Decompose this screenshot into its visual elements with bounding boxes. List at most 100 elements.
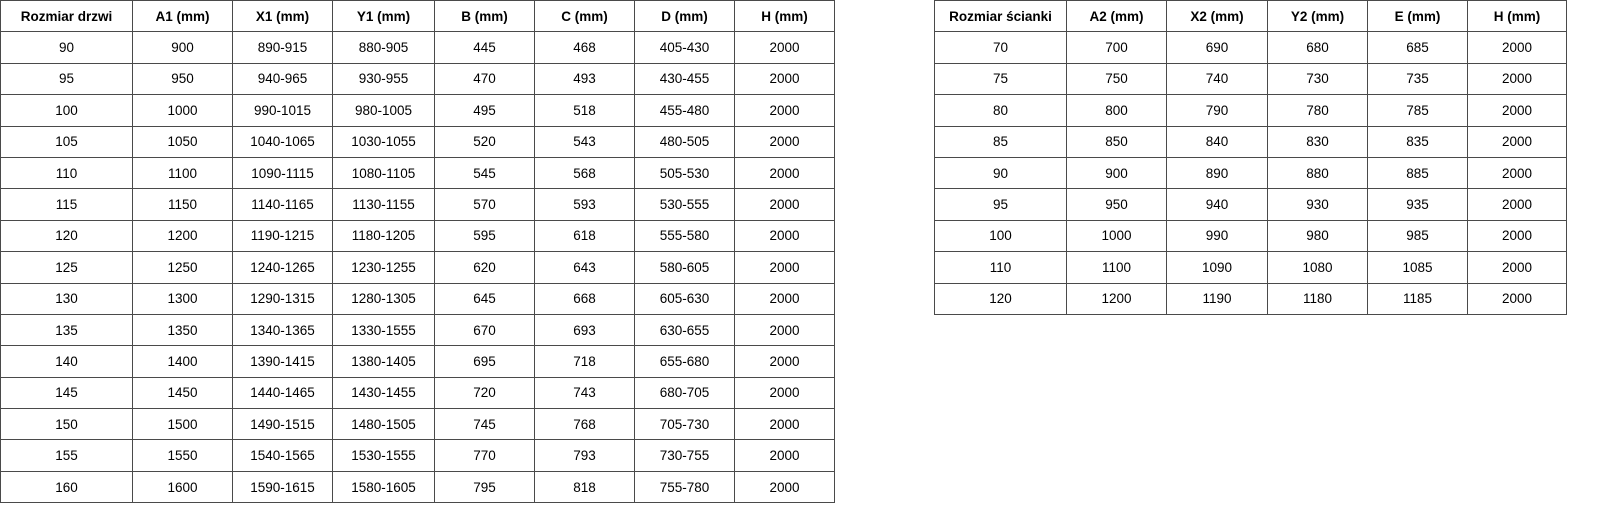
table-row: 70 700 690 680 685 2000 bbox=[934, 31, 1567, 64]
table-cell: 1130-1155 bbox=[332, 188, 435, 221]
column-header: X2 (mm) bbox=[1166, 0, 1268, 33]
table-cell: 1200 bbox=[132, 219, 233, 253]
table-cell: 850 bbox=[1066, 125, 1167, 158]
table-cell: 155 bbox=[0, 439, 133, 472]
table-cell: 470 bbox=[434, 62, 535, 96]
table-cell: 1590-1615 bbox=[232, 470, 333, 504]
table-cell: 1080 bbox=[1267, 251, 1368, 284]
table-cell: 1090-1115 bbox=[232, 156, 333, 190]
table-cell: 1350 bbox=[132, 313, 233, 347]
table-cell: 2000 bbox=[734, 439, 835, 472]
table-cell: 2000 bbox=[734, 31, 835, 64]
table-cell: 95 bbox=[934, 188, 1067, 221]
table-cell: 750 bbox=[1066, 62, 1167, 96]
door-dimensions-table: Rozmiar drzwi A1 (mm) X1 (mm) Y1 (mm) B (mm)… bbox=[0, 0, 835, 504]
table-cell: 555-580 bbox=[634, 219, 735, 253]
table-row: 105 1050 1040-1065 1030-1055 520 543 480-505 20… bbox=[0, 125, 835, 158]
table-cell: 618 bbox=[534, 219, 635, 253]
table-cell: 620 bbox=[434, 251, 535, 284]
table-cell: 900 bbox=[132, 31, 233, 64]
table-cell: 985 bbox=[1367, 219, 1468, 253]
table-row: 120 1200 1190-1215 1180-1205 595 618 555-580 20… bbox=[0, 219, 835, 253]
table-cell: 630-655 bbox=[634, 313, 735, 347]
table-row: 95 950 940-965 930-955 470 493 430-455 2000 bbox=[0, 62, 835, 96]
table-cell: 2000 bbox=[1467, 188, 1567, 221]
table-cell: 680-705 bbox=[634, 376, 735, 410]
table-row: 110 1100 1090 1080 1085 2000 bbox=[934, 251, 1567, 284]
table-cell: 2000 bbox=[1467, 62, 1567, 96]
table-cell: 685 bbox=[1367, 31, 1468, 64]
table-cell: 735 bbox=[1367, 62, 1468, 96]
table-cell: 795 bbox=[434, 470, 535, 504]
table-cell: 468 bbox=[534, 31, 635, 64]
table-cell: 1090 bbox=[1166, 251, 1268, 284]
column-header: E (mm) bbox=[1367, 0, 1468, 33]
table-cell: 768 bbox=[534, 408, 635, 441]
table-cell: 1100 bbox=[132, 156, 233, 190]
table-row: 160 1600 1590-1615 1580-1605 795 818 755-780 20… bbox=[0, 470, 835, 504]
table-header-row: Rozmiar ścianki A2 (mm) X2 (mm) Y2 (mm) E (m… bbox=[934, 0, 1567, 33]
table-cell: 695 bbox=[434, 345, 535, 378]
table-cell: 880-905 bbox=[332, 31, 435, 64]
table-cell: 160 bbox=[0, 470, 133, 504]
table-cell: 740 bbox=[1166, 62, 1268, 96]
table-cell: 543 bbox=[534, 125, 635, 158]
table-row: 90 900 890 880 885 2000 bbox=[934, 156, 1567, 190]
table-row: 100 1000 990 980 985 2000 bbox=[934, 219, 1567, 253]
table-cell: 1250 bbox=[132, 251, 233, 284]
table-cell: 840 bbox=[1166, 125, 1268, 158]
table-row: 120 1200 1190 1180 1185 2000 bbox=[934, 282, 1567, 315]
table-cell: 100 bbox=[934, 219, 1067, 253]
table-cell: 690 bbox=[1166, 31, 1268, 64]
table-cell: 705-730 bbox=[634, 408, 735, 441]
table-cell: 1430-1455 bbox=[332, 376, 435, 410]
table-cell: 2000 bbox=[1467, 31, 1567, 64]
table-cell: 1180-1205 bbox=[332, 219, 435, 253]
table-cell: 1490-1515 bbox=[232, 408, 333, 441]
table-cell: 1280-1305 bbox=[332, 282, 435, 315]
table-row: 100 1000 990-1015 980-1005 495 518 455-480 2000 bbox=[0, 94, 835, 127]
table-cell: 980 bbox=[1267, 219, 1368, 253]
table-cell: 455-480 bbox=[634, 94, 735, 127]
table-cell: 570 bbox=[434, 188, 535, 221]
column-header: Rozmiar ścianki bbox=[934, 0, 1067, 33]
table-cell: 2000 bbox=[734, 94, 835, 127]
table-row: 145 1450 1440-1465 1430-1455 720 743 680-705 20… bbox=[0, 376, 835, 410]
table-cell: 793 bbox=[534, 439, 635, 472]
table-cell: 1050 bbox=[132, 125, 233, 158]
table-cell: 1600 bbox=[132, 470, 233, 504]
table-cell: 430-455 bbox=[634, 62, 735, 96]
table-cell: 2000 bbox=[1467, 251, 1567, 284]
wall-dimensions-table: Rozmiar ścianki A2 (mm) X2 (mm) Y2 (mm) E (m… bbox=[934, 0, 1567, 315]
table-cell: 135 bbox=[0, 313, 133, 347]
column-header: A1 (mm) bbox=[132, 0, 233, 33]
column-header: H (mm) bbox=[1467, 0, 1567, 33]
table-row: 85 850 840 830 835 2000 bbox=[934, 125, 1567, 158]
table-cell: 530-555 bbox=[634, 188, 735, 221]
table-cell: 110 bbox=[0, 156, 133, 190]
table-cell: 680 bbox=[1267, 31, 1368, 64]
table-cell: 1480-1505 bbox=[332, 408, 435, 441]
table-cell: 670 bbox=[434, 313, 535, 347]
table-cell: 593 bbox=[534, 188, 635, 221]
table-cell: 1450 bbox=[132, 376, 233, 410]
table-cell: 645 bbox=[434, 282, 535, 315]
table-cell: 2000 bbox=[734, 313, 835, 347]
table-cell: 1290-1315 bbox=[232, 282, 333, 315]
table-cell: 495 bbox=[434, 94, 535, 127]
table-cell: 770 bbox=[434, 439, 535, 472]
table-cell: 1030-1055 bbox=[332, 125, 435, 158]
table-cell: 930 bbox=[1267, 188, 1368, 221]
table-row: 75 750 740 730 735 2000 bbox=[934, 62, 1567, 96]
table-cell: 100 bbox=[0, 94, 133, 127]
table-cell: 1540-1565 bbox=[232, 439, 333, 472]
table-cell: 885 bbox=[1367, 156, 1468, 190]
table-cell: 580-605 bbox=[634, 251, 735, 284]
table-cell: 880 bbox=[1267, 156, 1368, 190]
table-cell: 445 bbox=[434, 31, 535, 64]
table-cell: 1100 bbox=[1066, 251, 1167, 284]
table-cell: 655-680 bbox=[634, 345, 735, 378]
table-cell: 818 bbox=[534, 470, 635, 504]
table-cell: 75 bbox=[934, 62, 1067, 96]
table-cell: 730-755 bbox=[634, 439, 735, 472]
